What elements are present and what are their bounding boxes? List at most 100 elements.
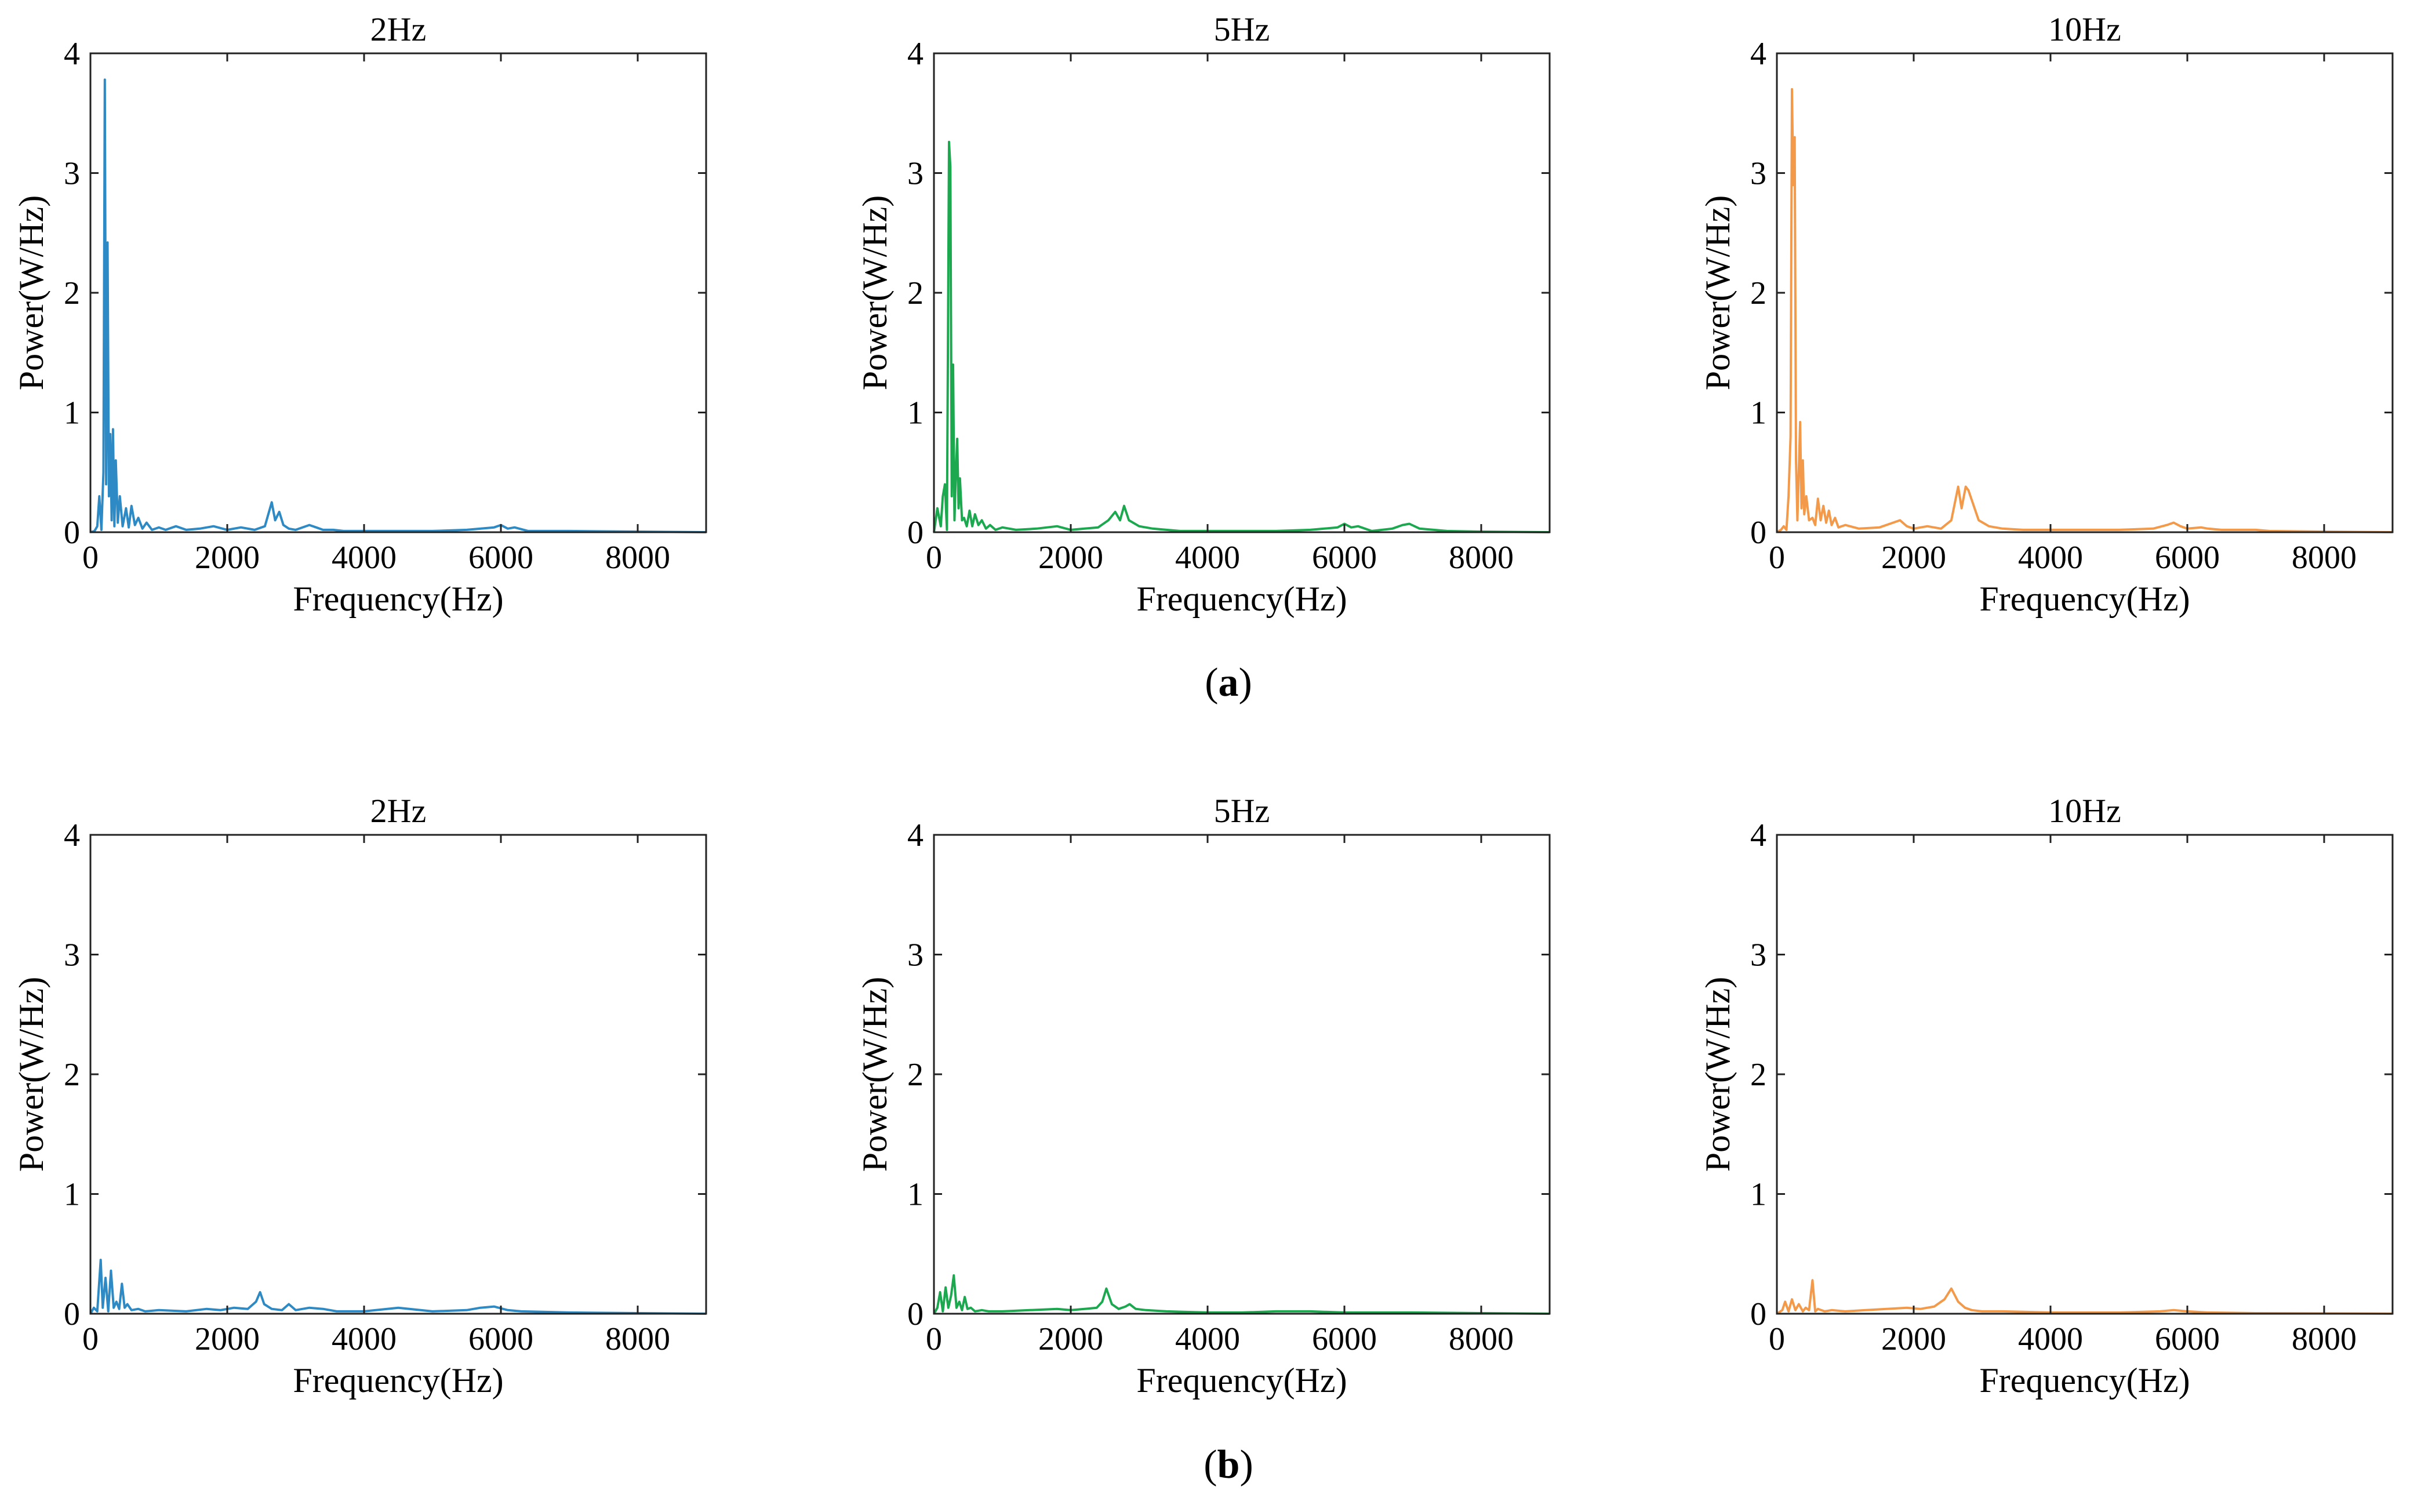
plot-frame xyxy=(1776,52,2394,533)
x-tick-label: 0 xyxy=(82,540,99,576)
y-tick-label: 0 xyxy=(907,1296,924,1332)
y-tick-label: 3 xyxy=(64,937,80,973)
series-line xyxy=(89,1259,707,1315)
y-tick-label: 0 xyxy=(64,515,80,551)
x-tick-label: 0 xyxy=(82,1321,99,1357)
x-tick-label: 4000 xyxy=(2018,540,2083,576)
y-tick-label: 3 xyxy=(64,156,80,192)
y-tick-label: 4 xyxy=(1750,817,1766,853)
chart-title: 5Hz xyxy=(1214,10,1270,48)
plot-frame xyxy=(933,52,1551,533)
x-tick-label: 2000 xyxy=(195,540,260,576)
chart-title: 10Hz xyxy=(2048,10,2121,48)
chart-a-5hz: 0 2000 4000 6000 8000 0 1 2 3 4 5Hz Frequency(Hz) Po… xyxy=(856,10,1551,618)
x-tick-label: 6000 xyxy=(2155,1321,2220,1357)
y-axis-label: Power(W/Hz) xyxy=(856,977,894,1172)
y-tick-label: 2 xyxy=(64,1057,80,1093)
y-tick-label: 3 xyxy=(1750,156,1766,192)
y-tick-label: 4 xyxy=(1750,36,1766,72)
x-tick-label: 2000 xyxy=(195,1321,260,1357)
y-tick-label: 0 xyxy=(907,515,924,551)
x-axis-label: Frequency(Hz) xyxy=(1979,580,2190,618)
x-tick-label: 4000 xyxy=(332,540,397,576)
series-line xyxy=(90,78,707,533)
x-tick-label: 2000 xyxy=(1881,540,1946,576)
y-tick-label: 1 xyxy=(64,1177,80,1213)
x-axis-label: Frequency(Hz) xyxy=(1136,1361,1347,1400)
x-tick-label: 6000 xyxy=(1312,540,1377,576)
series-line xyxy=(1776,1279,2393,1315)
y-tick-label: 2 xyxy=(907,1057,924,1093)
y-tick-label: 4 xyxy=(907,817,924,853)
chart-a-10hz: 0 2000 4000 6000 8000 0 1 2 3 4 10Hz Frequency(Hz) P… xyxy=(1699,10,2394,618)
x-tick-label: 0 xyxy=(926,540,942,576)
panel-label-a: (a) xyxy=(1205,660,1252,705)
series-line xyxy=(933,140,1550,533)
y-tick-label: 3 xyxy=(1750,937,1766,973)
chart-title: 2Hz xyxy=(370,792,427,830)
y-tick-label: 0 xyxy=(1750,515,1766,551)
x-tick-label: 6000 xyxy=(1312,1321,1377,1357)
x-tick-label: 4000 xyxy=(1175,1321,1240,1357)
x-tick-label: 8000 xyxy=(2292,1321,2357,1357)
x-axis-label: Frequency(Hz) xyxy=(1136,580,1347,618)
y-axis-label: Power(W/Hz) xyxy=(12,195,50,391)
x-tick-label: 2000 xyxy=(1038,540,1103,576)
y-tick-label: 4 xyxy=(64,36,80,72)
y-tick-label: 2 xyxy=(907,275,924,311)
y-tick-label: 3 xyxy=(907,156,924,192)
y-tick-label: 1 xyxy=(64,395,80,431)
x-tick-label: 8000 xyxy=(1449,1321,1514,1357)
chart-title: 5Hz xyxy=(1214,792,1270,830)
x-tick-label: 8000 xyxy=(2292,540,2357,576)
x-tick-label: 8000 xyxy=(1449,540,1514,576)
plot-frame xyxy=(89,834,707,1315)
y-tick-label: 3 xyxy=(907,937,924,973)
chart-a-2hz: 0 2000 4000 6000 8000 0 1 2 3 4 2Hz Frequency(Hz) Po… xyxy=(12,10,707,618)
x-axis-label: Frequency(Hz) xyxy=(293,1361,503,1400)
x-tick-label: 6000 xyxy=(468,1321,533,1357)
y-tick-label: 4 xyxy=(64,817,80,853)
y-tick-label: 2 xyxy=(1750,1057,1766,1093)
x-tick-label: 0 xyxy=(926,1321,942,1357)
panel-label-b-letter: b xyxy=(1217,1442,1240,1487)
y-axis-label: Power(W/Hz) xyxy=(1699,977,1737,1172)
y-tick-label: 2 xyxy=(1750,275,1766,311)
series-line xyxy=(933,1274,1550,1315)
y-axis-label: Power(W/Hz) xyxy=(856,195,894,391)
x-tick-label: 2000 xyxy=(1038,1321,1103,1357)
x-tick-label: 0 xyxy=(1769,540,1785,576)
x-tick-label: 4000 xyxy=(2018,1321,2083,1357)
panel-label-b: (b) xyxy=(1204,1442,1253,1487)
y-axis-label: Power(W/Hz) xyxy=(1699,195,1737,391)
x-tick-label: 6000 xyxy=(2155,540,2220,576)
x-tick-label: 0 xyxy=(1769,1321,1785,1357)
x-axis-label: Frequency(Hz) xyxy=(293,580,503,618)
x-tick-label: 4000 xyxy=(332,1321,397,1357)
y-tick-label: 2 xyxy=(64,275,80,311)
chart-b-2hz: 0 2000 4000 6000 8000 0 1 2 3 4 2Hz Frequency(Hz) Po… xyxy=(12,792,707,1400)
plot-frame xyxy=(933,834,1551,1315)
x-axis-label: Frequency(Hz) xyxy=(1979,1361,2190,1400)
series-line xyxy=(1776,88,2393,533)
y-tick-label: 0 xyxy=(1750,1296,1766,1332)
x-tick-label: 8000 xyxy=(605,540,670,576)
plot-frame xyxy=(1776,834,2394,1315)
x-tick-label: 4000 xyxy=(1175,540,1240,576)
chart-b-5hz: 0 2000 4000 6000 8000 0 1 2 3 4 5Hz Frequency(Hz) Po… xyxy=(856,792,1551,1400)
y-tick-label: 0 xyxy=(64,1296,80,1332)
plot-frame xyxy=(89,52,707,533)
chart-title: 10Hz xyxy=(2048,792,2121,830)
x-tick-label: 8000 xyxy=(605,1321,670,1357)
chart-title: 2Hz xyxy=(370,10,427,48)
y-tick-label: 1 xyxy=(907,1177,924,1213)
y-tick-label: 4 xyxy=(907,36,924,72)
y-tick-label: 1 xyxy=(907,395,924,431)
y-axis-label: Power(W/Hz) xyxy=(12,977,50,1172)
x-tick-label: 6000 xyxy=(468,540,533,576)
panel-label-a-letter: a xyxy=(1218,660,1239,705)
y-tick-label: 1 xyxy=(1750,395,1766,431)
chart-b-10hz: 0 2000 4000 6000 8000 0 1 2 3 4 10Hz Frequency(Hz) P… xyxy=(1699,792,2394,1400)
x-tick-label: 2000 xyxy=(1881,1321,1946,1357)
